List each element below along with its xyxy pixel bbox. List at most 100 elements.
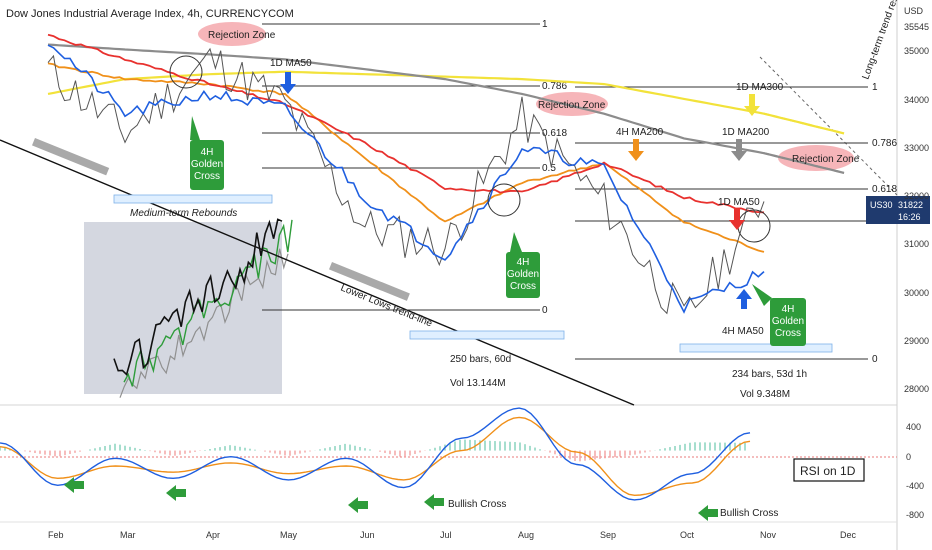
ma50-1d-arrow-b (729, 208, 745, 230)
time-axis[interactable]: Feb Mar Apr May Jun Jul Aug Sep Oct Nov … (48, 530, 857, 540)
vol-1-label: Vol 13.144M (450, 378, 506, 389)
golden-cross-callout-1: 4H Golden Cross (190, 116, 224, 190)
series-1d-ma50 (47, 62, 765, 253)
rsi-line (0, 407, 751, 501)
fib-left-0: 0 (542, 305, 548, 316)
price-axis[interactable]: 35000 34000 33000 32000 31000 30000 2900… (904, 46, 929, 394)
lower-lows-trendline (0, 139, 635, 406)
support-bar-1 (32, 138, 110, 176)
rejection-zone-1-label: Rejection Zone (208, 30, 276, 41)
fib-left-0786: 0.786 (542, 81, 567, 92)
ma50-4h-label: 4H MA50 (722, 326, 764, 337)
x-tick-feb: Feb (48, 530, 64, 540)
rejection-zone-2-label: Rejection Zone (538, 100, 606, 111)
gc3-line1: 4H (782, 304, 795, 315)
gc1-line3: Cross (194, 171, 220, 182)
bullish-cross-label-1: Bullish Cross (448, 499, 506, 510)
x-tick-oct: Oct (680, 530, 695, 540)
cross-circle-2 (487, 183, 521, 217)
rsi-label-box (793, 458, 865, 482)
ma200-1d-arrow (731, 139, 747, 161)
gc2-line3: Cross (510, 281, 536, 292)
fib-right-0786: 0.786 (872, 138, 897, 149)
x-tick-mar: Mar (120, 530, 136, 540)
fib-right-0: 0 (872, 354, 878, 365)
chart-title: Dow Jones Industrial Average Index, 4h, … (6, 8, 294, 20)
rejection-zone-3 (778, 145, 854, 171)
x-tick-aug: Aug (518, 530, 534, 540)
range-box-2 (679, 343, 833, 353)
bullish-arrow-3 (348, 497, 368, 513)
bullish-arrow-2 (166, 485, 186, 501)
rejection-zone-1 (198, 22, 266, 46)
rsi-tick-minus800: -800 (906, 510, 924, 520)
rebound-range-box (113, 194, 273, 204)
gc2-line2: Golden (507, 269, 539, 280)
rejection-zone-3-label: Rejection Zone (792, 154, 860, 165)
price-tag-time: 16:26 (898, 212, 921, 222)
x-tick-jun: Jun (360, 530, 375, 540)
fib-right-0618: 0.618 (872, 184, 897, 195)
fib-right-1: 1 (872, 82, 878, 93)
fib-left-1: 1 (542, 19, 548, 30)
x-tick-jul: Jul (440, 530, 452, 540)
gc1-line2: Golden (191, 159, 223, 170)
x-tick-sep: Sep (600, 530, 616, 540)
gc3-line3: Cross (775, 328, 801, 339)
bullish-arrow-4 (424, 494, 444, 510)
ma50-4h-arrow (736, 289, 752, 309)
y-tick-30000: 30000 (904, 288, 929, 298)
y-tick-35000: 35000 (904, 46, 929, 56)
x-tick-nov: Nov (760, 530, 777, 540)
long-term-trendline (759, 56, 898, 196)
gc2-line1: 4H (517, 257, 530, 268)
ma200-1d-label: 1D MA200 (722, 127, 770, 138)
fib-left-05: 0.5 (542, 163, 556, 174)
series-1d-ma300 (47, 70, 845, 135)
rsi-label: RSI on 1D (800, 464, 856, 478)
bullish-cross-label-2: Bullish Cross (720, 508, 778, 519)
y-tick-28000: 28000 (904, 384, 929, 394)
price-tag-symbol: US30 (870, 200, 893, 210)
currency-label: USD (904, 6, 924, 16)
y-tick-31000: 31000 (904, 239, 929, 249)
y-tick-33000: 33000 (904, 143, 929, 153)
gc3-line2: Golden (772, 316, 804, 327)
ma300-1d-label: 1D MA300 (736, 82, 784, 93)
price-tag (866, 196, 930, 224)
series-4h-ma200 (47, 33, 765, 214)
inset-panel (84, 222, 282, 394)
ma50-1d-arrow-a (280, 72, 296, 94)
rsi-tick-400: 400 (906, 422, 921, 432)
bars-2-label: 234 bars, 53d 1h (732, 369, 807, 380)
x-tick-apr: Apr (206, 530, 220, 540)
rsi-axis[interactable]: 400 0 -400 -800 (906, 422, 924, 520)
bars-1-label: 250 bars, 60d (450, 354, 511, 365)
ma50-1d-label-b: 1D MA50 (718, 197, 760, 208)
projection-1d-ma300 (763, 112, 845, 135)
golden-cross-callout-2: 4H Golden Cross (506, 232, 540, 298)
ma200-4h-label: 4H MA200 (616, 127, 664, 138)
vol-2-label: Vol 9.348M (740, 389, 790, 400)
rsi-tick-0: 0 (906, 452, 911, 462)
support-bar-2 (329, 261, 410, 301)
series-price (47, 47, 765, 315)
series-layer (47, 33, 845, 315)
series-4h-ma50 (47, 44, 765, 314)
y-tick-34000: 34000 (904, 95, 929, 105)
price-tag-value: 31822 (898, 200, 923, 210)
rsi-layer (0, 407, 751, 501)
rsi-tick-minus400: -400 (906, 481, 924, 491)
range-box-1 (409, 330, 565, 340)
bullish-arrow-1 (64, 477, 84, 493)
x-tick-dec: Dec (840, 530, 857, 540)
inset-black-line (113, 218, 283, 377)
y-tick-29000: 29000 (904, 336, 929, 346)
price-axis-top: 35545 (904, 22, 929, 32)
inset-gray-line (119, 248, 289, 398)
series-1d-ma200 (47, 43, 845, 174)
fib-left-0618: 0.618 (542, 128, 567, 139)
y-tick-32000: 32000 (904, 191, 929, 201)
cross-circle-1 (169, 55, 203, 89)
